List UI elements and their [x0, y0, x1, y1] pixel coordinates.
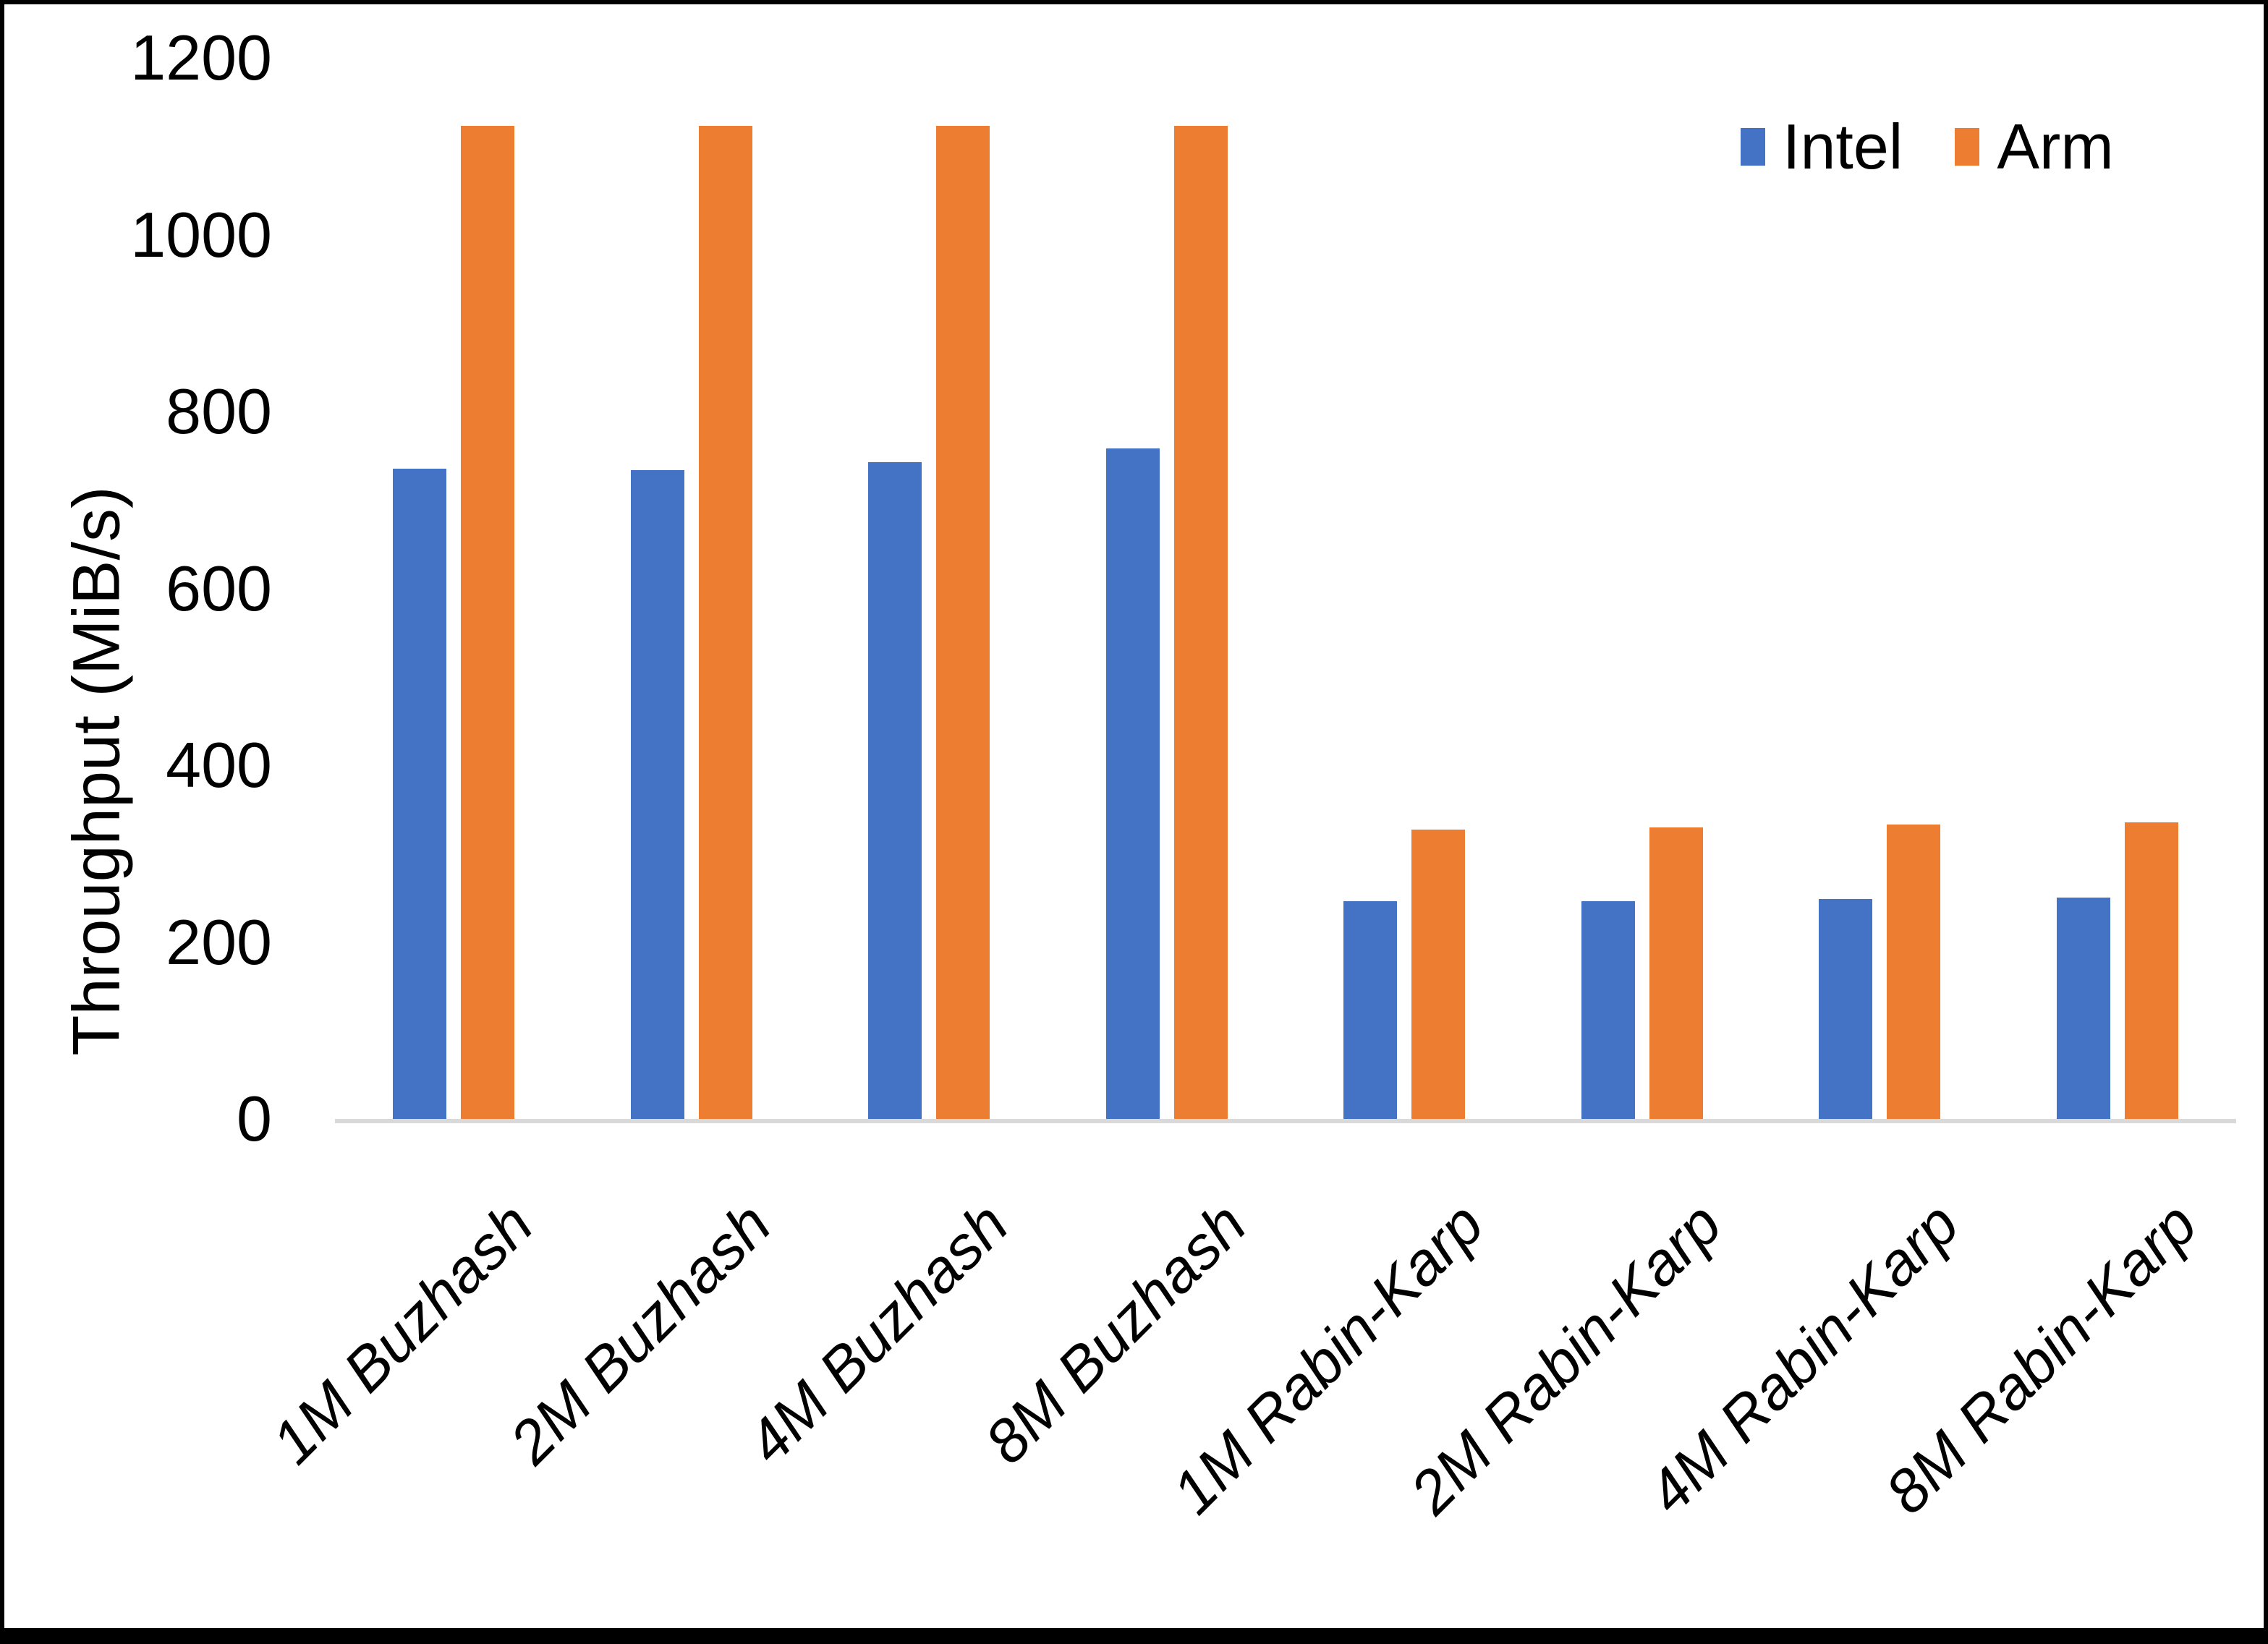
legend-swatch-arm	[1955, 128, 1980, 166]
bar-group-2m-rabin-karp	[1524, 58, 1762, 1119]
y-tick-label-600: 600	[166, 552, 272, 624]
bar-group-4m-rabin-karp	[1761, 58, 1999, 1119]
y-tick-label-0: 0	[237, 1083, 272, 1154]
bar-group-1m-buzhash	[335, 58, 573, 1119]
bar-arm-2m-buzhash	[698, 126, 752, 1119]
bar-intel-1m-rabin-karp	[1343, 901, 1398, 1119]
legend-label-arm: Arm	[1997, 111, 2114, 182]
plot-area	[335, 58, 2236, 1123]
bar-arm-8m-rabin-karp	[2124, 822, 2178, 1119]
bar-intel-8m-rabin-karp	[2056, 898, 2110, 1119]
bar-group-8m-rabin-karp	[1999, 58, 2237, 1119]
bar-arm-8m-buzhash	[1173, 126, 1228, 1119]
bar-arm-1m-rabin-karp	[1411, 830, 1466, 1119]
bar-arm-2m-rabin-karp	[1649, 827, 1703, 1119]
bar-intel-1m-buzhash	[393, 469, 447, 1119]
y-tick-label-400: 400	[166, 729, 272, 801]
bar-intel-8m-buzhash	[1105, 448, 1160, 1119]
bar-arm-1m-buzhash	[461, 126, 515, 1119]
bar-group-4m-buzhash	[810, 58, 1048, 1119]
legend: Intel Arm	[1741, 110, 2114, 184]
legend-label-intel: Intel	[1783, 111, 1903, 182]
bar-group-2m-buzhash	[573, 58, 811, 1119]
bar-intel-4m-rabin-karp	[1819, 898, 1873, 1119]
legend-item-intel: Intel	[1741, 110, 1903, 184]
bar-intel-2m-buzhash	[630, 469, 684, 1119]
bar-arm-4m-buzhash	[936, 126, 990, 1119]
bar-group-8m-buzhash	[1048, 58, 1286, 1119]
bar-group-1m-rabin-karp	[1286, 58, 1524, 1119]
y-tick-label-800: 800	[166, 375, 272, 447]
y-tick-label-200: 200	[166, 906, 272, 978]
bar-arm-4m-rabin-karp	[1887, 824, 1941, 1119]
y-tick-label-1200: 1200	[130, 22, 272, 93]
y-tick-label-1000: 1000	[130, 198, 272, 271]
legend-item-arm: Arm	[1955, 110, 2114, 184]
bar-intel-4m-buzhash	[868, 461, 922, 1119]
legend-swatch-intel	[1741, 128, 1765, 166]
bar-intel-2m-rabin-karp	[1581, 901, 1635, 1119]
